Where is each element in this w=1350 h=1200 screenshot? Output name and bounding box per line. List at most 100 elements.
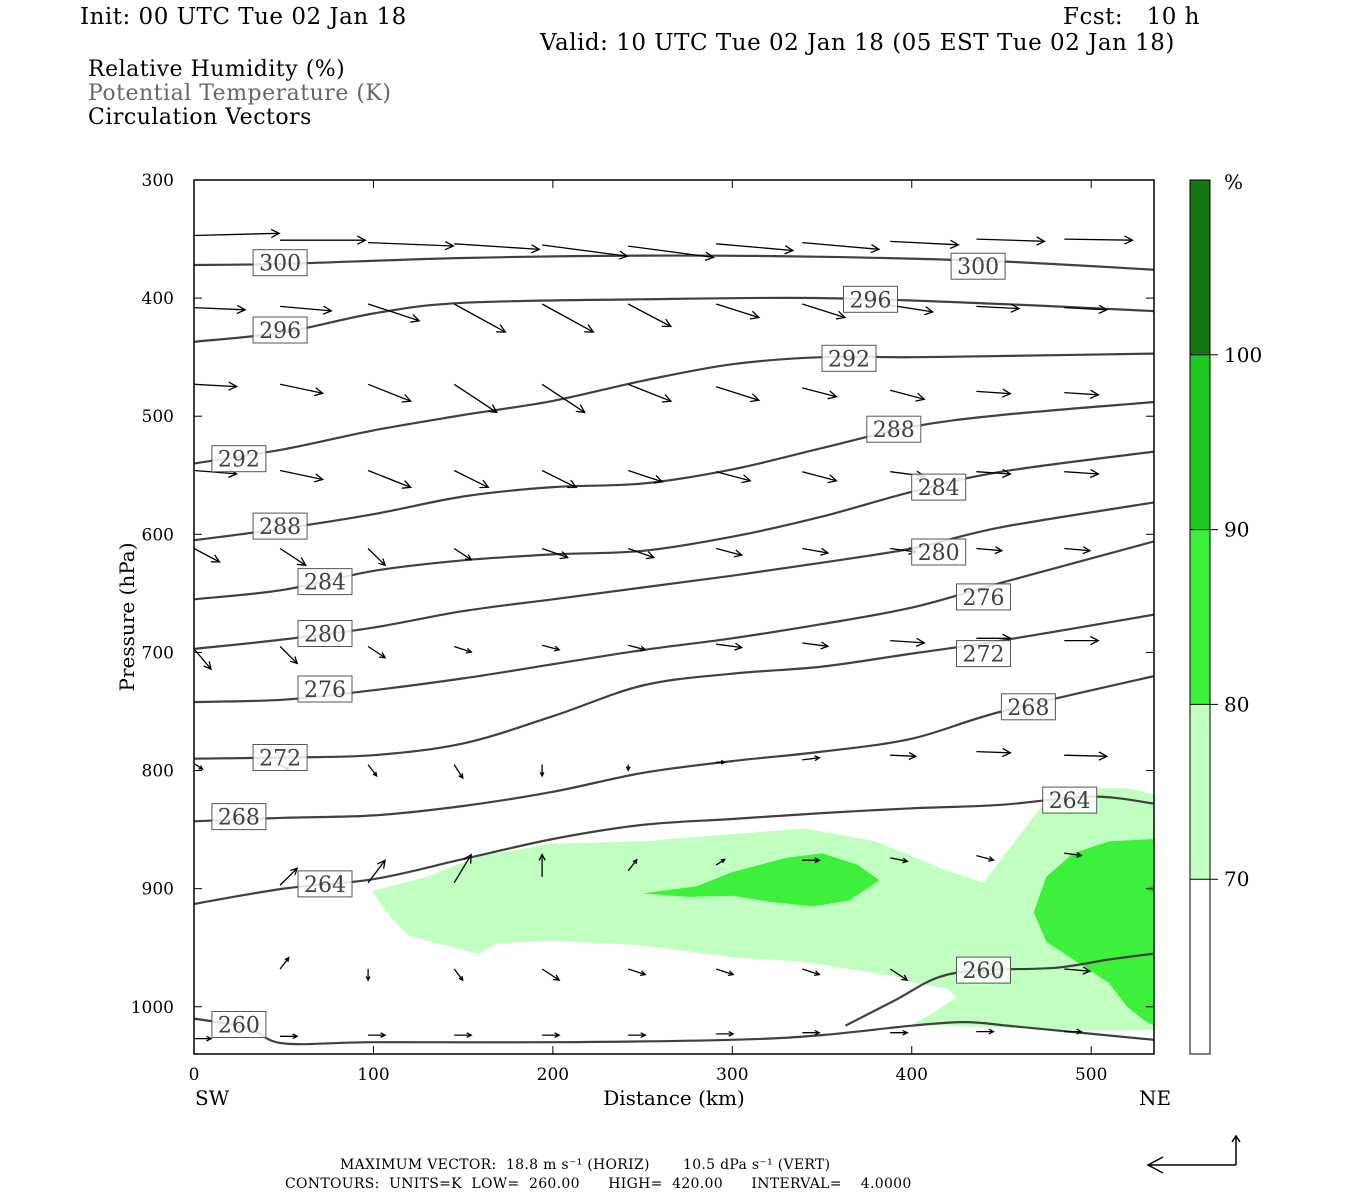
isentrope-292-2	[194, 352, 1154, 465]
wind-vector	[454, 243, 541, 254]
contour-label: 264	[1042, 786, 1098, 814]
wind-vector	[194, 547, 221, 563]
contour-label: 260	[956, 956, 1011, 984]
wind-vector	[280, 305, 333, 315]
wind-vector	[541, 547, 570, 560]
wind-vector	[627, 547, 656, 560]
wind-vector	[716, 759, 727, 765]
isentrope-300-0	[194, 254, 1154, 271]
forecast-hour: Fcst: 10 h	[1063, 4, 1200, 30]
legend-rh: Relative Humidity (%)	[88, 57, 346, 82]
svg-text:300: 300	[957, 255, 999, 280]
wind-vector	[802, 755, 821, 762]
contour-label: 280	[911, 538, 967, 566]
svg-text:260: 260	[963, 959, 1005, 984]
wind-vector	[367, 469, 413, 489]
colorbar-label: 100	[1224, 343, 1262, 367]
wind-vector	[542, 244, 629, 260]
wind-vector	[716, 386, 761, 403]
colorbar-segment	[1190, 529, 1210, 705]
wind-vector	[280, 1033, 299, 1040]
wind-vector	[976, 854, 995, 862]
wind-vector	[1064, 235, 1134, 245]
max-vector-note: MAXIMUM VECTOR: 18.8 m s⁻¹ (HORIZ) 10.5 …	[340, 1157, 831, 1173]
rh-region-80-2	[1033, 839, 1154, 1026]
contour-label: 276	[297, 675, 353, 703]
svg-text:300: 300	[259, 252, 301, 277]
isentrope-264-9	[194, 795, 1154, 906]
wind-vector	[279, 383, 325, 397]
svg-text:288: 288	[873, 418, 915, 443]
wind-vector	[279, 547, 307, 567]
y-tick-label: 600	[142, 525, 174, 545]
contour-label: 272	[252, 744, 308, 772]
wind-vector	[802, 241, 881, 254]
x-tick-label: 200	[537, 1065, 569, 1085]
y-tick-label: 700	[142, 643, 174, 663]
wind-vector	[367, 764, 378, 778]
vector-layer	[194, 228, 1134, 1042]
x-tick-label: 300	[716, 1065, 748, 1085]
wind-vector	[802, 547, 830, 556]
contour-label: 268	[1000, 693, 1056, 721]
wind-vector	[368, 1032, 387, 1038]
wind-vector	[890, 857, 909, 864]
svg-text:272: 272	[963, 643, 1005, 668]
wind-vector	[1064, 751, 1109, 761]
svg-text:260: 260	[218, 1014, 260, 1039]
wind-vector	[628, 245, 715, 262]
x-right-endpoint: NE	[1139, 1086, 1171, 1110]
wind-vector	[541, 968, 561, 981]
wind-vector	[716, 471, 752, 484]
svg-text:264: 264	[1049, 789, 1091, 814]
wind-vector	[453, 645, 473, 654]
svg-text:272: 272	[259, 747, 301, 772]
y-axis-label: Pressure (hPa)	[115, 543, 139, 692]
svg-text:268: 268	[1007, 696, 1049, 721]
wind-vector	[716, 303, 761, 320]
legend-vectors: Circulation Vectors	[88, 105, 312, 130]
wind-vector	[194, 228, 281, 239]
y-tick-label: 400	[142, 289, 174, 309]
wind-vector	[541, 303, 595, 333]
wind-vector	[802, 968, 821, 977]
colorbar-label: 70	[1224, 867, 1249, 891]
y-tick-label: 1000	[131, 998, 174, 1018]
wind-vector	[453, 303, 507, 333]
init-time: Init: 00 UTC Tue 02 Jan 18	[80, 4, 407, 30]
wind-vector	[453, 968, 464, 982]
wind-vector	[541, 644, 561, 652]
wind-vector	[367, 548, 387, 567]
contour-label: 284	[911, 473, 967, 501]
wind-vector	[279, 646, 299, 665]
svg-text:292: 292	[218, 448, 260, 473]
svg-text:292: 292	[828, 347, 870, 372]
wind-vector	[454, 1032, 473, 1038]
svg-text:288: 288	[259, 515, 301, 540]
wind-vector	[976, 468, 1012, 479]
contour-label: 296	[843, 285, 898, 313]
wind-vector	[367, 303, 421, 323]
wind-vector	[1064, 966, 1092, 975]
wind-vector	[194, 1035, 213, 1042]
isentrope-260-10	[194, 1017, 1154, 1046]
x-tick-label: 0	[189, 1065, 200, 1085]
y-tick-label: 800	[142, 762, 174, 782]
wind-vector	[976, 1028, 995, 1035]
contour-label: 268	[211, 803, 267, 831]
contour-label: 300	[252, 249, 308, 277]
contour-label: 260	[211, 1011, 267, 1039]
y-tick-label: 500	[142, 407, 174, 427]
wind-vector	[627, 383, 673, 403]
wind-vector	[976, 546, 1004, 555]
wind-vector	[976, 303, 1021, 313]
contour-label: 292	[211, 445, 267, 473]
wind-vector	[194, 762, 204, 770]
svg-text:264: 264	[304, 873, 346, 898]
contour-label: 264	[297, 870, 353, 898]
valid-time: Valid: 10 UTC Tue 02 Jan 18 (05 EST Tue …	[540, 30, 1175, 56]
isentrope-296-1	[194, 296, 1154, 343]
contour-label: 284	[297, 568, 353, 596]
svg-text:296: 296	[259, 319, 301, 344]
wind-vector	[453, 469, 490, 489]
